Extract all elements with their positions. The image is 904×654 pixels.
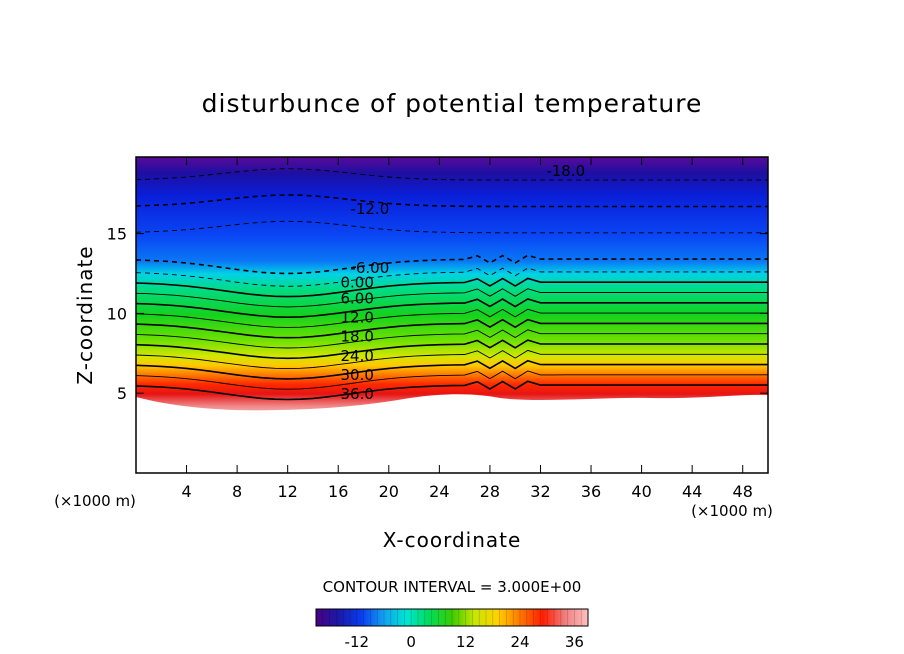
- x-units-label: (×1000 m): [691, 502, 773, 520]
- contour-line: [135, 267, 768, 287]
- contour-label: 30.0: [340, 366, 373, 384]
- contour-label: 6.00: [340, 289, 373, 307]
- x-tick-label: 24: [429, 482, 449, 501]
- contour-line: [135, 277, 768, 298]
- contour-line: [135, 308, 768, 328]
- contour-line: [135, 318, 768, 339]
- y-units-label: (×1000 m): [54, 492, 136, 510]
- contour-line: [135, 168, 768, 181]
- contour-lines: [135, 168, 768, 401]
- y-tick-label: 5: [117, 384, 127, 403]
- colorbar-tick-label: 12: [456, 633, 475, 651]
- x-tick-label: 20: [379, 482, 399, 501]
- x-tick-label: 4: [181, 482, 191, 501]
- y-axis-title: Z-coordinate: [73, 245, 97, 384]
- x-tick-label: 32: [530, 482, 550, 501]
- colorbar-tick-label: 0: [406, 633, 416, 651]
- contour-label: 12.0: [340, 309, 373, 327]
- terrain: [136, 394, 768, 473]
- x-tick-label: 16: [328, 482, 348, 501]
- colorbar-ticks: -12 0 12 24 36: [345, 633, 584, 651]
- contour-label: -6.00: [350, 259, 389, 277]
- contour-line: [135, 380, 768, 401]
- contour-label: 36.0: [340, 385, 373, 403]
- contour-line: [135, 370, 768, 390]
- contour-line: [135, 194, 768, 208]
- y-tick-label: 15: [107, 225, 127, 244]
- y-tick-label: 10: [107, 304, 127, 323]
- x-tick-label: 36: [581, 482, 601, 501]
- contour-label: 24.0: [340, 347, 373, 365]
- contour-line: [135, 254, 768, 275]
- x-tick-label: 44: [682, 482, 702, 501]
- x-tick-label: 8: [232, 482, 242, 501]
- y-axis-ticks: 5 10 15: [107, 225, 768, 403]
- colorbar-tick-label: 36: [565, 633, 584, 651]
- contour-label: 0.00: [340, 273, 373, 291]
- plot-frame: [135, 156, 769, 474]
- contour-interval-text: CONTOUR INTERVAL = 3.000E+00: [323, 578, 582, 596]
- x-axis-ticks: 4 8 12 16 20 24 28 32 36 40 44 48: [181, 157, 753, 501]
- contour-line: [135, 298, 768, 319]
- contour-line: [135, 329, 768, 349]
- contour-label: 18.0: [340, 328, 373, 346]
- x-axis-title: X-coordinate: [383, 528, 522, 552]
- x-tick-label: 28: [480, 482, 500, 501]
- contour-line: [135, 339, 768, 360]
- contour-label: -18.0: [546, 162, 585, 180]
- colorbar-stripes: [322, 609, 582, 626]
- contour-line: [135, 359, 768, 380]
- contour-labels: -18.0 -12.0 -6.000.006.00 12.018.024.030.03…: [340, 162, 585, 403]
- x-tick-label: 48: [733, 482, 753, 501]
- colorbar-tick-label: -12: [345, 633, 370, 651]
- colorbar: [315, 608, 589, 627]
- contour-label: -12.0: [350, 200, 389, 218]
- contour-line: [135, 288, 768, 308]
- contour-line: [135, 220, 768, 234]
- x-tick-label: 40: [631, 482, 651, 501]
- x-tick-label: 12: [278, 482, 298, 501]
- colorbar-tick-label: 24: [510, 633, 529, 651]
- contour-line: [135, 349, 768, 370]
- chart-title: disturbunce of potential temperature: [202, 89, 703, 118]
